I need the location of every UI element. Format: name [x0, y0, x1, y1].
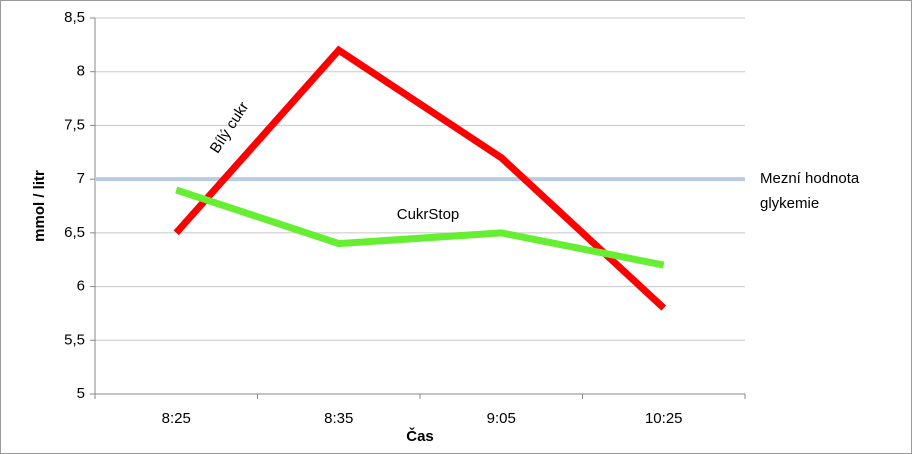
- threshold-label: Mezní hodnota: [760, 170, 860, 187]
- series-line: [175, 186, 665, 269]
- series-line: [173, 45, 667, 311]
- x-tick-label: 8:25: [162, 410, 191, 427]
- y-tick-label: 5: [77, 385, 85, 402]
- y-tick-label: 5,5: [64, 331, 85, 348]
- x-tick-label: 8:35: [324, 410, 353, 427]
- y-tick-label: 8,5: [64, 9, 85, 26]
- x-axis-label: Čas: [406, 427, 434, 445]
- y-tick-label: 6,5: [64, 224, 85, 241]
- y-tick-label: 7: [77, 170, 85, 187]
- y-tick-label: 8: [77, 63, 85, 80]
- y-axis-label: mmol / litr: [31, 170, 48, 242]
- threshold-label: glykemie: [760, 195, 819, 212]
- x-tick-label: 9:05: [487, 410, 516, 427]
- y-tick-label: 7,5: [64, 116, 85, 133]
- series-label: CukrStop: [397, 206, 460, 223]
- y-tick-label: 6: [77, 278, 85, 295]
- x-tick-label: 10:25: [645, 410, 683, 427]
